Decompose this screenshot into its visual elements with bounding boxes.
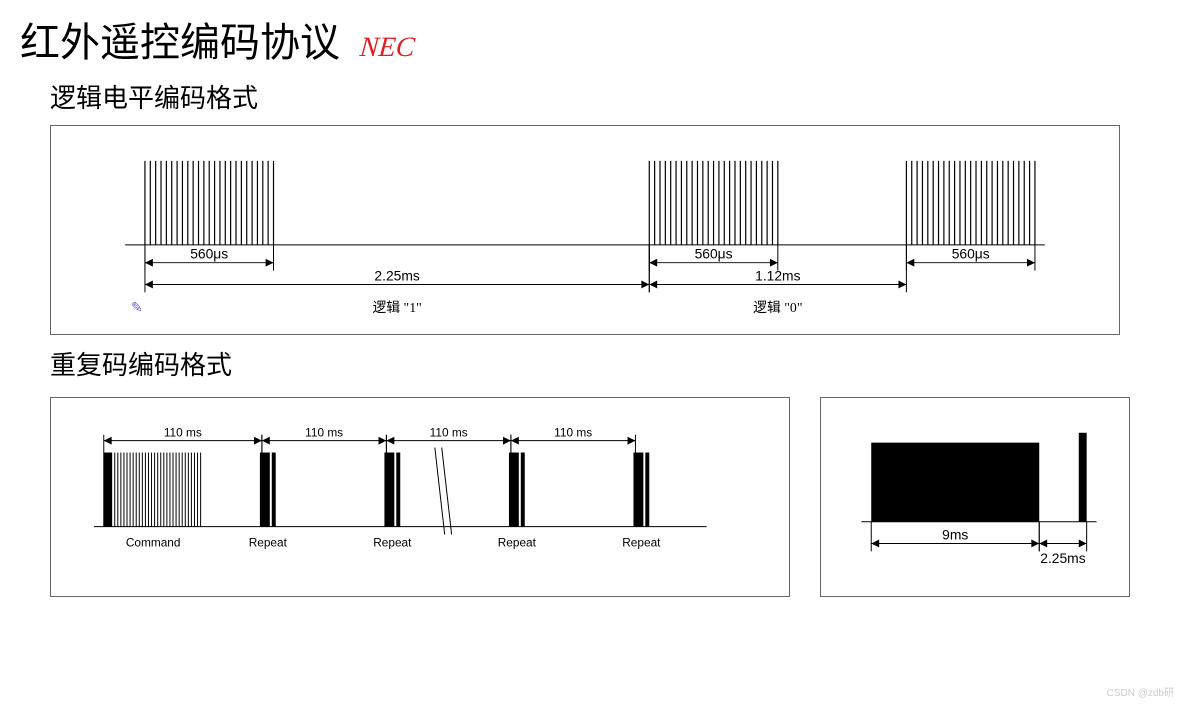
- svg-text:9ms: 9ms: [942, 526, 968, 542]
- main-title: 红外遥控编码协议: [20, 10, 340, 68]
- repeat-diagram: 110 ms 110 ms 110 ms 110 ms Command Repeat Rep…: [50, 397, 790, 597]
- svg-text:110 ms: 110 ms: [430, 426, 468, 440]
- repeat-svg: 110 ms 110 ms 110 ms 110 ms Command Repeat Rep…: [71, 413, 769, 581]
- svg-text:560μs: 560μs: [695, 246, 733, 262]
- section1-title: 逻辑电平编码格式: [50, 78, 1164, 115]
- logic-diagram: 560μs560μs560μs2.25ms1.12ms逻辑 "1"逻辑 "0" …: [50, 125, 1120, 335]
- svg-text:110 ms: 110 ms: [554, 426, 592, 440]
- svg-text:1.12ms: 1.12ms: [755, 267, 800, 283]
- detail-svg: 9ms 2.25ms: [841, 413, 1109, 581]
- pencil-icon: ✎: [131, 299, 143, 316]
- svg-text:110 ms: 110 ms: [164, 426, 202, 440]
- svg-text:110 ms: 110 ms: [305, 426, 343, 440]
- repeat-detail-diagram: 9ms 2.25ms: [820, 397, 1130, 597]
- section2-title: 重复码编码格式: [50, 345, 1164, 382]
- nec-annotation: NEC: [359, 32, 416, 64]
- svg-text:Repeat: Repeat: [373, 535, 412, 549]
- svg-text:560μs: 560μs: [952, 246, 990, 262]
- svg-text:逻辑 "1": 逻辑 "1": [372, 300, 421, 315]
- svg-text:Repeat: Repeat: [622, 535, 661, 549]
- svg-text:Repeat: Repeat: [498, 535, 537, 549]
- logic-svg: 560μs 560μs 560μs 2.25ms 1.12ms 逻辑 "1" 逻辑 "0": [81, 146, 1089, 324]
- svg-text:Repeat: Repeat: [249, 535, 288, 549]
- svg-text:Command: Command: [126, 535, 181, 549]
- svg-text:560μs: 560μs: [190, 246, 228, 262]
- svg-text:逻辑 "0": 逻辑 "0": [753, 300, 802, 315]
- svg-text:2.25ms: 2.25ms: [1040, 550, 1085, 566]
- svg-text:2.25ms: 2.25ms: [374, 267, 419, 283]
- watermark: CSDN @zdb研: [1107, 684, 1174, 699]
